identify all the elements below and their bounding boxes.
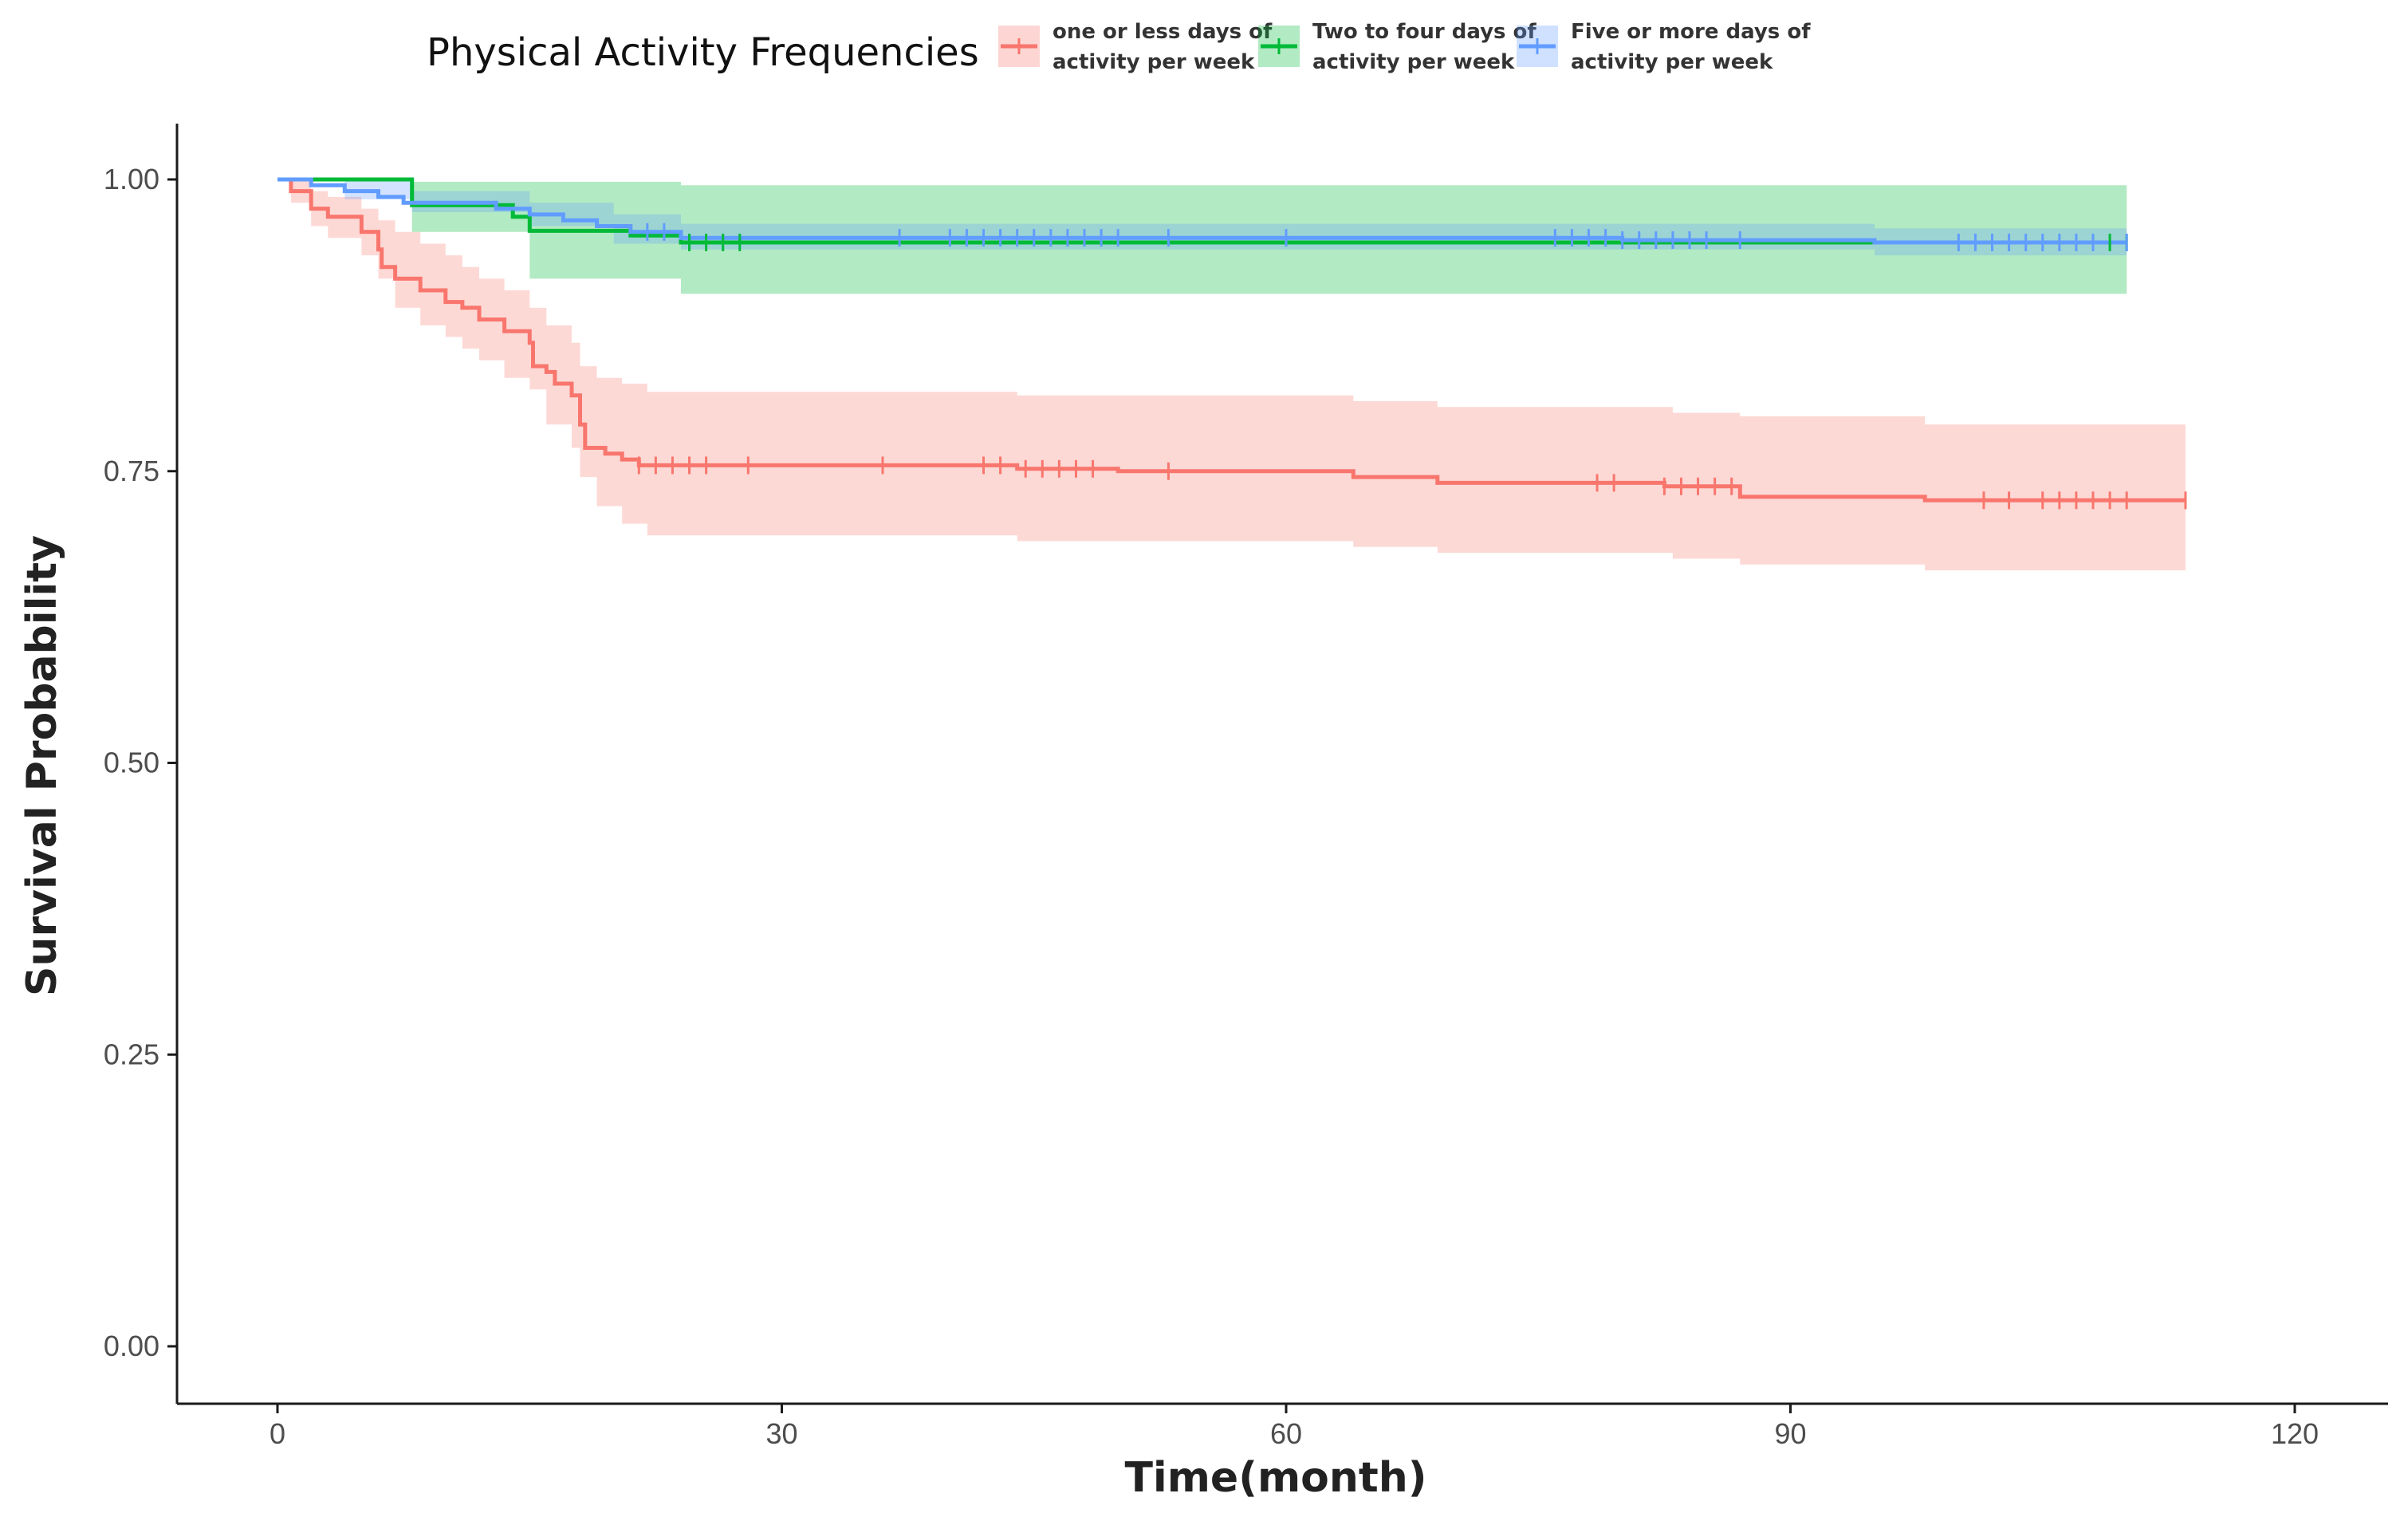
x-tick-label: 60 <box>1270 1417 1302 1450</box>
legend-label-line2: activity per week <box>1312 50 1515 74</box>
survival-curves <box>277 177 2186 502</box>
x-tick-label: 90 <box>1774 1417 1806 1450</box>
y-tick-label: 0.25 <box>104 1038 159 1070</box>
x-axis-title: Time(month) <box>1124 1454 1426 1502</box>
legend-title: Physical Activity Frequencies <box>427 30 979 75</box>
legend-label-line1: one or less days of <box>1053 20 1273 44</box>
y-tick-label: 0.75 <box>104 455 159 487</box>
legend-label-line1: Two to four days of <box>1312 20 1536 44</box>
y-ticks: 0.00 0.25 0.50 0.75 1.00 <box>104 163 177 1362</box>
y-axis-title: Survival Probability <box>18 535 66 996</box>
censor-marks <box>637 223 2187 510</box>
y-tick-label: 0.00 <box>104 1330 159 1362</box>
survival-curve-2 <box>277 177 2127 245</box>
legend: Physical Activity Frequencies one or les… <box>427 20 1811 75</box>
legend-label-line2: activity per week <box>1571 50 1773 74</box>
confidence-band-0 <box>277 179 2186 571</box>
x-tick-label: 30 <box>765 1417 797 1450</box>
y-tick-label: 1.00 <box>104 163 159 195</box>
survival-curve-0 <box>277 177 2186 502</box>
legend-label-line1: Five or more days of <box>1571 20 1811 44</box>
x-tick-label: 120 <box>2271 1417 2319 1450</box>
y-tick-label: 0.50 <box>104 747 159 779</box>
x-ticks: 0 30 60 90 120 <box>270 1404 2319 1450</box>
x-tick-label: 0 <box>270 1417 285 1450</box>
legend-label-line2: activity per week <box>1053 50 1255 74</box>
